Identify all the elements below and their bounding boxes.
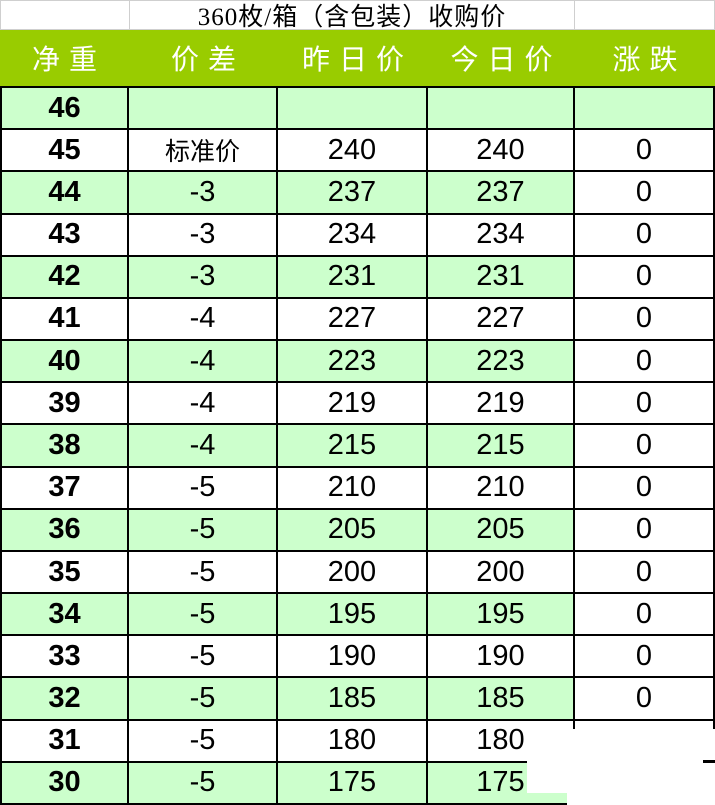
cell-diff: -4 [129,341,278,384]
column-header-today: 今日价 [450,45,562,76]
cell-change: 0 [575,425,715,468]
cell-net: 44 [0,172,129,215]
cell-yesterday: 210 [278,467,428,510]
border-tick-fragment [703,760,715,763]
column-header-diff: 价差 [170,45,245,76]
cell-yesterday: 180 [278,720,428,763]
cell-diff: -5 [129,467,278,510]
title-empty-cell-right [575,1,714,29]
cell-today: 200 [428,551,575,595]
cell-net: 41 [0,298,129,342]
cell-diff: -3 [129,214,278,257]
cell-net: 43 [0,214,129,257]
cell-change: 0 [575,341,715,384]
cell-change: 0 [575,172,715,215]
cell-change [575,88,715,131]
cell-diff: -5 [129,594,278,637]
cell-diff: -5 [129,551,278,595]
cell-diff [129,88,278,131]
cell-diff: -3 [129,172,278,215]
title-empty-cell-left [1,1,130,29]
cell-change: 0 [575,214,715,257]
white-redaction-overlay [527,729,577,793]
cell-diff: -4 [129,425,278,468]
cell-today: 231 [428,256,575,299]
cell-net: 38 [0,425,129,468]
cell-today: 210 [428,467,575,510]
cell-diff: -4 [129,383,278,426]
cell-net: 32 [0,678,129,721]
cell-net: 45 [0,130,129,173]
cell-today: 195 [428,594,575,637]
cell-yesterday: 231 [278,256,428,299]
cell-change: 0 [575,594,715,637]
cell-change: 0 [575,509,715,552]
column-header-net: 净重 [31,45,106,76]
cell-yesterday: 185 [278,678,428,721]
column-header-change: 涨跌 [612,45,687,76]
cell-diff: -5 [129,762,278,805]
cell-yesterday: 240 [278,130,428,173]
cell-yesterday: 190 [278,636,428,679]
cell-yesterday: 195 [278,594,428,637]
cell-today: 237 [428,172,575,215]
cell-yesterday: 237 [278,172,428,215]
cell-net: 31 [0,720,129,763]
cell-change: 0 [575,130,715,173]
column-header-yesterday: 昨日价 [301,45,413,76]
table-header-row: 净重 价差 昨日价 今日价 涨跌 [0,30,715,88]
cell-today: 185 [428,678,575,721]
cell-change: 0 [575,256,715,299]
cell-net: 33 [0,636,129,679]
cell-today: 240 [428,130,575,173]
cell-yesterday: 175 [278,762,428,805]
cell-net: 30 [0,762,129,805]
cell-today: 227 [428,298,575,342]
cell-change: 0 [575,383,715,426]
cell-today: 190 [428,636,575,679]
title-row: 360枚/箱（含包装）收购价 [0,0,715,31]
cell-yesterday: 223 [278,341,428,384]
cell-net: 42 [0,256,129,299]
cell-yesterday: 215 [278,425,428,468]
cell-today: 219 [428,383,575,426]
cell-diff: -3 [129,256,278,299]
cell-yesterday: 234 [278,214,428,257]
cell-net: 35 [0,551,129,595]
cell-yesterday: 219 [278,383,428,426]
cell-net: 34 [0,594,129,637]
cell-change: 0 [575,551,715,595]
cell-today: 215 [428,425,575,468]
cell-today [428,88,575,131]
cell-change: 0 [575,467,715,510]
cell-net: 36 [0,509,129,552]
white-redaction-overlay [567,793,577,805]
cell-diff: 标准价 [129,130,278,173]
cell-today: 234 [428,214,575,257]
cell-yesterday: 227 [278,298,428,342]
price-table-body: 46 45 标准价 240 240 0 44 -3 237 237 0 43 -3 234 234 0 42 -3… [0,88,715,805]
cell-diff: -5 [129,720,278,763]
cell-diff: -5 [129,509,278,552]
white-redaction-overlay [577,729,715,805]
cell-diff: -5 [129,636,278,679]
cell-today: 223 [428,341,575,384]
cell-net: 37 [0,467,129,510]
page-title: 360枚/箱（含包装）收购价 [130,1,576,31]
cell-change: 0 [575,678,715,721]
cell-yesterday [278,88,428,131]
cell-yesterday: 200 [278,551,428,595]
cell-net: 40 [0,341,129,384]
cell-net: 39 [0,383,129,426]
cell-diff: -4 [129,298,278,342]
cell-today: 205 [428,509,575,552]
cell-change: 0 [575,298,715,342]
cell-change: 0 [575,636,715,679]
cell-diff: -5 [129,678,278,721]
cell-net: 46 [0,88,129,131]
cell-yesterday: 205 [278,509,428,552]
